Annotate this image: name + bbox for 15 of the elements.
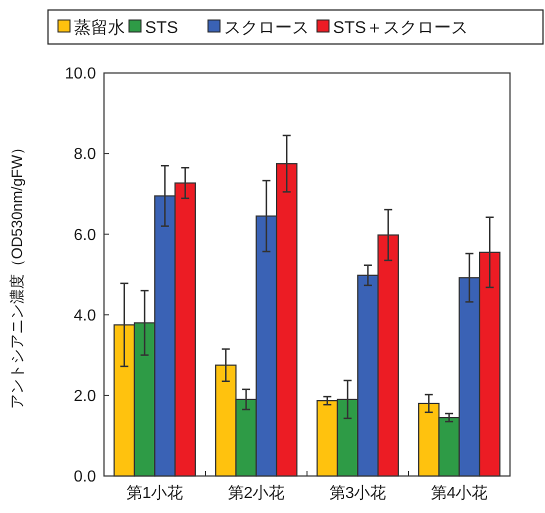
x-tick-label: 第4小花 [430,484,488,502]
y-tick-label: 0.0 [74,468,96,486]
x-tick-label: 第1小花 [126,484,184,502]
legend-label: スクロース [224,18,309,37]
y-tick-label: 8.0 [74,146,96,164]
y-axis-title: アントシアニン濃度（OD530nm/gFW） [9,140,26,410]
legend-label: 蒸留水 [74,18,125,37]
x-tick-label: 第3小花 [329,484,386,502]
y-tick-label: 2.0 [74,388,96,405]
y-tick-label: 6.0 [74,226,96,244]
y-tick-label: 10.0 [64,66,96,83]
x-tick-label: 第2小花 [228,484,285,502]
y-tick-label: 4.0 [74,307,96,324]
legend-label: STS＋スクロース [333,18,468,37]
legend-label: STS [145,18,178,37]
